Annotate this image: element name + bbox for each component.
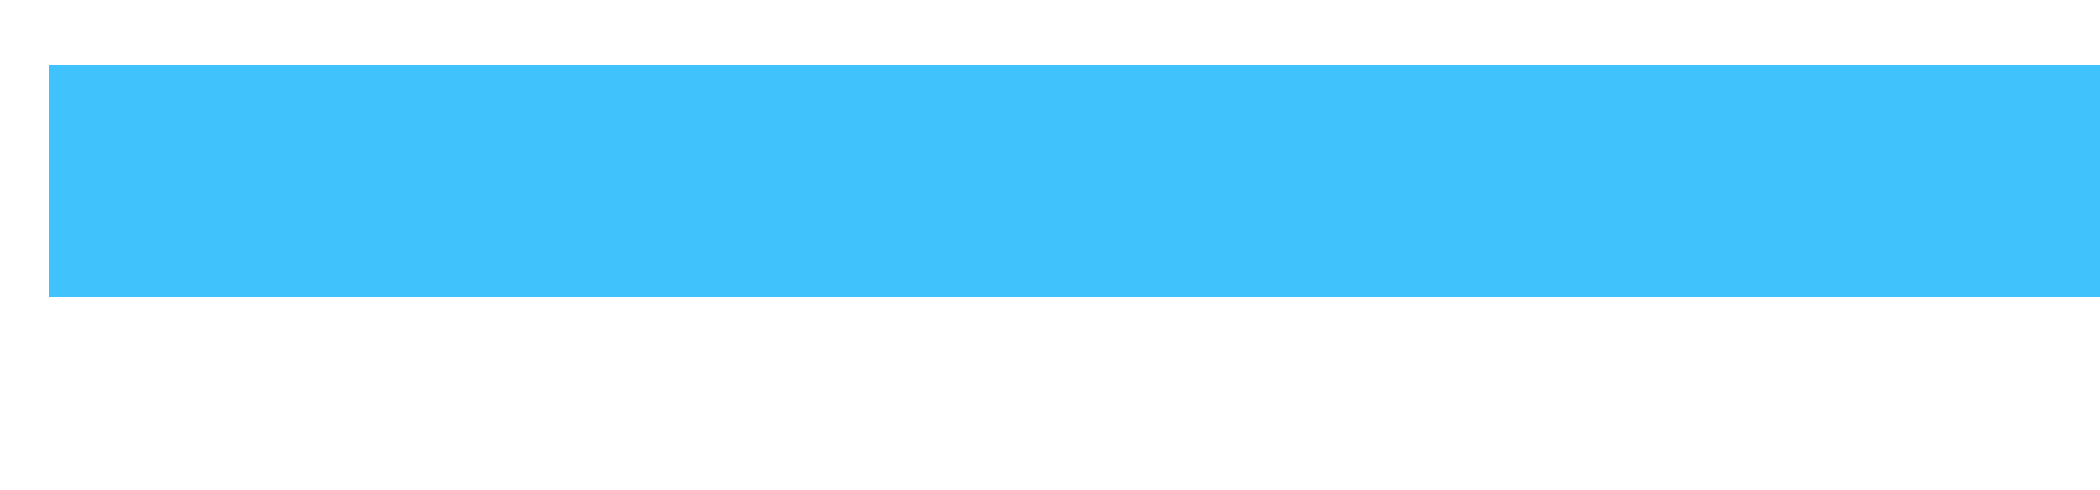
blue-banner <box>49 65 2100 297</box>
